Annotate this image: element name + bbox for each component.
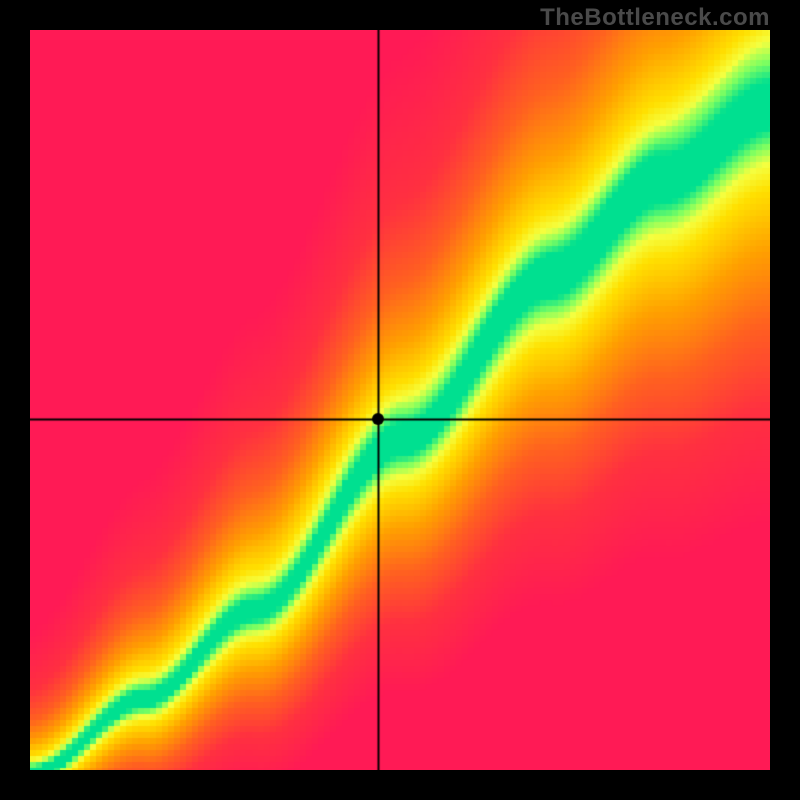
bottleneck-heatmap [30,30,770,770]
chart-container: TheBottleneck.com [0,0,800,800]
watermark-text: TheBottleneck.com [540,4,770,32]
